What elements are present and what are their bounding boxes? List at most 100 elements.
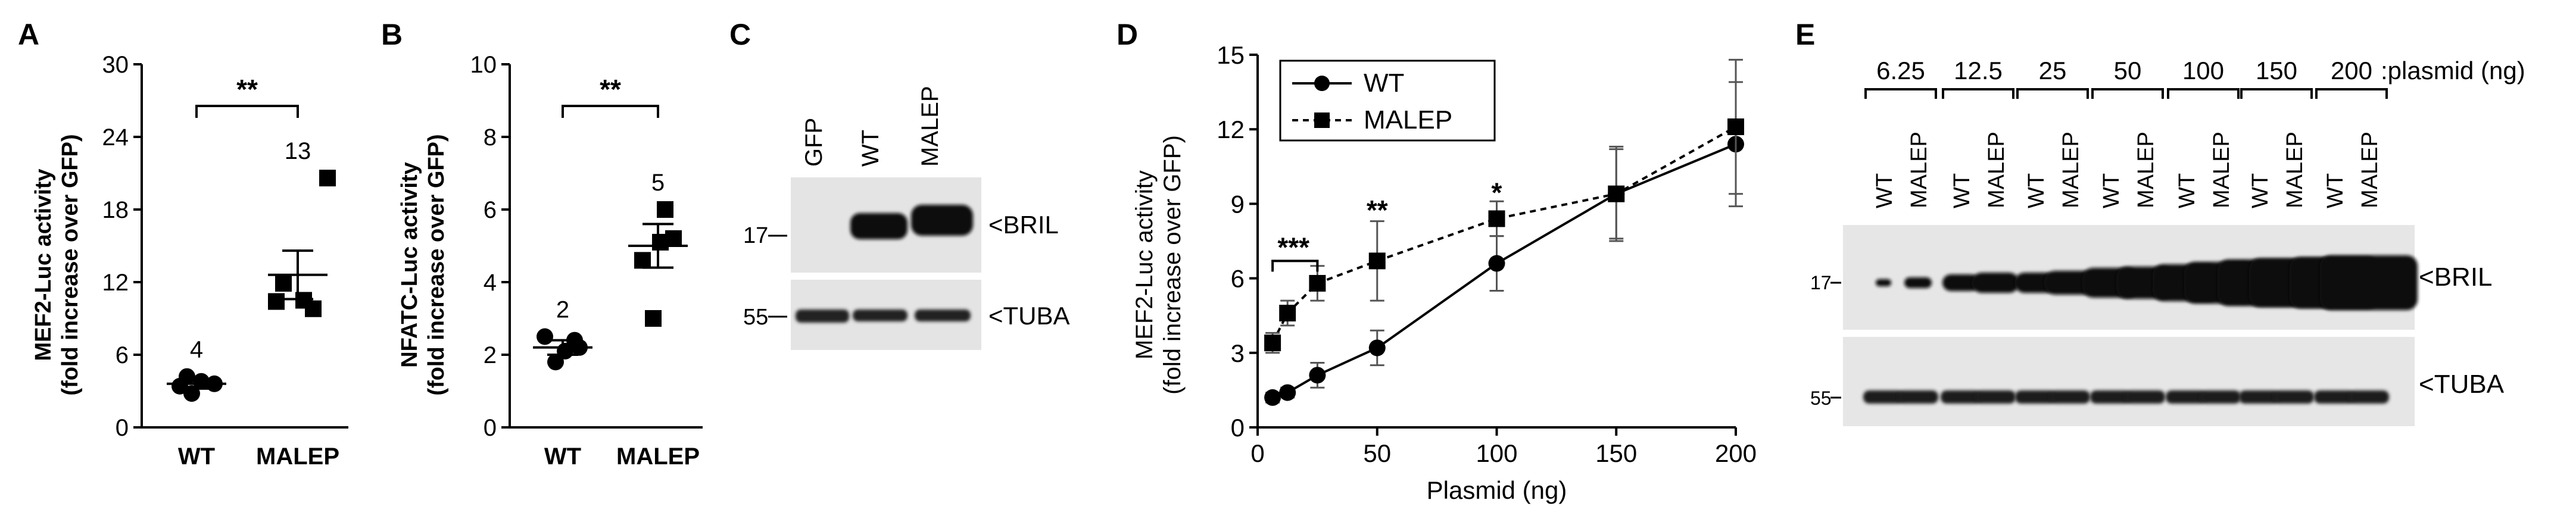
band-e-bril-wt-0 <box>1876 279 1891 286</box>
y-axis-label-a-line2: (fold increase over GFP) <box>58 134 83 395</box>
mean-sem-b <box>533 223 688 356</box>
lane-label-e-wt-2: WT <box>2024 173 2049 208</box>
lane-label-e-malep-5: MALEP <box>2282 132 2307 208</box>
band-c-bril-malep <box>911 205 973 236</box>
point-b-malep-3 <box>652 233 669 251</box>
point-wt-2 <box>1309 367 1326 384</box>
panel-label-e: E <box>1795 18 1815 51</box>
band-e-tuba-malep-3 <box>2125 390 2165 404</box>
mw-c-17: 17 <box>743 223 768 248</box>
band-e-tuba-wt-2 <box>2015 390 2056 404</box>
x-axis-label-d: Plasmid (ng) <box>1427 476 1567 504</box>
point-a-wt-4 <box>179 368 195 385</box>
y-tick-label-d-9: 9 <box>1231 190 1245 218</box>
significance-d-0: *** <box>1277 232 1309 263</box>
legend-d: WT MALEP <box>1279 60 1496 142</box>
lane-label-e-wt-0: WT <box>1872 173 1897 208</box>
y-axis-label-d-line1: MEF2-Luc activity <box>1131 170 1158 360</box>
mw-c-55: 55 <box>743 305 768 330</box>
y-tick-label-a-24: 24 <box>102 124 129 151</box>
lane-label-e-wt-6: WT <box>2323 173 2348 208</box>
dose-label-2: 25 <box>2039 57 2067 85</box>
band-e-tuba-wt-1 <box>1941 390 1981 404</box>
band-e-bril-malep-0 <box>1904 277 1932 288</box>
n-label-a-malep: 13 <box>285 138 311 164</box>
panel-b: B NFATC-Luc activity (fold increase over… <box>381 18 703 470</box>
mean-sem-a <box>167 249 328 390</box>
y-tick-label-b-4: 4 <box>484 270 497 296</box>
band-e-tuba-malep-2 <box>2050 390 2090 404</box>
blot-c-label-tuba: <TUBA <box>988 302 1070 330</box>
band-e-tuba-malep-4 <box>2200 390 2241 404</box>
point-a-malep-2 <box>268 293 285 310</box>
lane-label-e-malep-2: MALEP <box>2059 132 2084 208</box>
dose-bracket-0 <box>1864 88 1937 99</box>
point-malep-1 <box>1279 305 1296 322</box>
dose-label-3: 50 <box>2114 57 2142 85</box>
y-tick-label-b-0: 0 <box>484 415 497 441</box>
lane-label-e-wt-3: WT <box>2099 173 2124 208</box>
point-malep-5 <box>1608 185 1625 202</box>
point-wt-3 <box>1368 339 1386 357</box>
band-e-tuba-wt-6 <box>2314 390 2354 404</box>
lane-label-e-wt-5: WT <box>2248 173 2273 208</box>
points-b <box>537 201 682 371</box>
blot-e-label-bril: <BRIL <box>2419 262 2493 292</box>
band-c-tuba-gfp <box>796 310 849 323</box>
legend-label-wt: WT <box>1364 68 1404 98</box>
band-e-tuba-malep-5 <box>2274 390 2314 404</box>
point-b-malep-1 <box>634 252 651 269</box>
band-c-tuba-malep <box>915 310 971 321</box>
y-tick-label-a-30: 30 <box>102 52 129 78</box>
y-tick-label-b-8: 8 <box>484 124 497 151</box>
y-tick-label-a-12: 12 <box>102 270 129 296</box>
y-axis-label-a-line1: MEF2-Luc activity <box>31 168 56 361</box>
point-a-malep-4 <box>305 300 322 317</box>
x-category-a-wt: WT <box>178 443 215 470</box>
axes-a <box>141 64 348 429</box>
dose-bracket-4 <box>2167 88 2240 99</box>
point-b-wt-0 <box>537 328 553 345</box>
point-malep-2 <box>1309 274 1326 292</box>
dose-labels-e: 6.25 12.5 25 50 100 150 200 <box>1864 57 2388 99</box>
significance-a: ** <box>236 74 258 105</box>
lane-label-e-malep-3: MALEP <box>2134 132 2159 208</box>
band-e-bril-wt-1 <box>1942 274 1979 291</box>
lane-label-e-wt-4: WT <box>2175 173 2200 208</box>
dose-label-1: 12.5 <box>1954 57 2003 85</box>
band-e-tuba-wt-5 <box>2239 390 2279 404</box>
band-e-tuba-wt-0 <box>1863 390 1904 404</box>
panel-label-a: A <box>18 18 39 51</box>
x-tick-label-d-100: 100 <box>1476 439 1517 467</box>
lane-label-e-malep-0: MALEP <box>1907 132 1932 208</box>
lane-label-gfp: GFP <box>801 118 827 167</box>
x-category-b-wt: WT <box>544 443 581 470</box>
y-axis-label-b-line1: NFATC-Luc activity <box>397 162 422 368</box>
panel-label-b: B <box>381 18 403 51</box>
mw-e-17: 17 <box>1810 272 1832 293</box>
dose-bracket-1 <box>1942 88 2014 99</box>
x-tick-label-d-150: 150 <box>1595 439 1637 467</box>
lane-label-e-malep-1: MALEP <box>1984 132 2009 208</box>
point-malep-6 <box>1727 118 1744 136</box>
y-ticks-b: 0 2 4 6 8 10 <box>470 52 510 441</box>
significance-bracket-a <box>195 105 299 118</box>
lane-label-e-malep-4: MALEP <box>2209 132 2234 208</box>
dose-bracket-6 <box>2315 88 2388 99</box>
mw-e-55: 55 <box>1810 387 1832 409</box>
significance-d-1: ** <box>1367 195 1388 226</box>
lane-label-wt: WT <box>857 130 884 167</box>
dose-bracket-2 <box>2016 88 2089 99</box>
band-e-bril-malep-1 <box>1972 273 2019 293</box>
y-tick-label-d-0: 0 <box>1231 414 1245 442</box>
legend-label-malep: MALEP <box>1364 105 1452 135</box>
band-e-tuba-wt-3 <box>2090 390 2131 404</box>
point-malep-4 <box>1488 210 1505 227</box>
blot-c-label-bril: <BRIL <box>988 211 1059 239</box>
panel-d: D MEF2-Luc activity (fold increase over … <box>1117 18 1757 504</box>
points-a <box>171 170 336 402</box>
annotations-d: ****** <box>1277 177 1502 263</box>
n-label-a-wt: 4 <box>190 337 203 363</box>
